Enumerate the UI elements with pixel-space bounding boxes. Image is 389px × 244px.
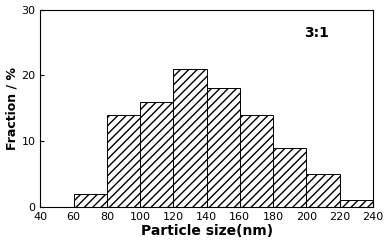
Bar (74, 194, 107, 207)
Bar (306, 174, 340, 207)
Y-axis label: Fraction / %: Fraction / % (5, 67, 19, 150)
Bar (107, 115, 140, 207)
X-axis label: Particle size(nm): Particle size(nm) (140, 224, 273, 238)
Bar (207, 89, 240, 207)
Bar (173, 69, 207, 207)
Bar (240, 115, 273, 207)
Bar (340, 200, 373, 207)
Bar (140, 102, 173, 207)
Bar (273, 148, 306, 207)
Text: 3:1: 3:1 (304, 26, 329, 40)
